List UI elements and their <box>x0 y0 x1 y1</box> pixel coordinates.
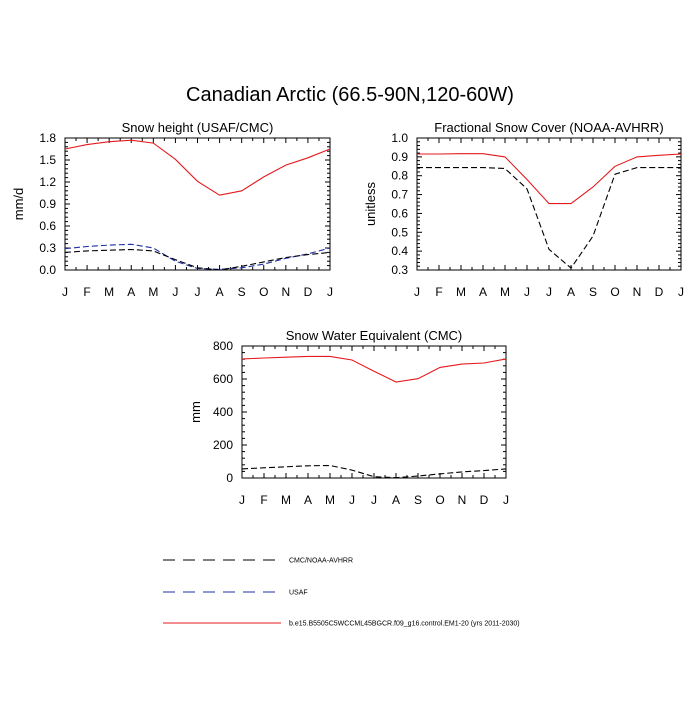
chart-title: Snow height (USAF/CMC) <box>122 120 274 135</box>
series-line-model <box>64 139 331 196</box>
series-line-model <box>241 355 507 383</box>
x-tick-label: J <box>546 285 552 299</box>
y-tick-label: 0.0 <box>39 263 56 277</box>
x-tick-label: N <box>281 285 290 299</box>
x-tick-label: O <box>610 285 619 299</box>
y-tick-label: 600 <box>213 372 233 386</box>
x-tick-label: J <box>503 493 509 507</box>
y-axis-label: unitless <box>363 181 378 226</box>
x-tick-label: O <box>259 285 268 299</box>
y-tick-label: 0.4 <box>391 244 408 258</box>
y-tick-label: 0.8 <box>391 169 408 183</box>
chart-panel-3: Snow Water Equivalent (CMC)mmJ F M A M J J A S O N… <box>188 328 509 507</box>
y-axis-label: mm <box>188 401 203 423</box>
y-tick-label: 0.7 <box>391 188 408 202</box>
x-tick-label: J <box>195 285 201 299</box>
y-axis-label: mm/d <box>11 188 26 221</box>
x-tick-label: J <box>327 285 333 299</box>
x-tick-label: N <box>633 285 642 299</box>
x-tick-label: S <box>238 285 246 299</box>
legend-item: USAF <box>163 590 308 597</box>
y-tick-label: 0 <box>226 471 233 485</box>
x-tick-label: N <box>458 493 467 507</box>
y-tick-label: 1.5 <box>39 153 56 167</box>
y-tick-label: 800 <box>213 339 233 353</box>
x-tick-label: A <box>127 285 135 299</box>
chart-panel-1: Snow height (USAF/CMC)mm/dJ F M A M J J A S O N D J0… <box>11 120 333 299</box>
x-tick-label: A <box>392 493 400 507</box>
x-tick-label: M <box>456 285 466 299</box>
series-line-model <box>417 153 682 205</box>
x-tick-label: D <box>655 285 664 299</box>
x-tick-label: A <box>479 285 487 299</box>
series-line-obs <box>64 248 331 271</box>
legend: CMC/NOAA-AVHRR USAF b.e15.B5505C5WCCML45BG… <box>163 558 520 628</box>
x-tick-label: M <box>500 285 510 299</box>
y-tick-label: 0.6 <box>391 206 408 220</box>
x-tick-label: O <box>435 493 444 507</box>
y-tick-label: 1.8 <box>39 131 56 145</box>
x-tick-label: J <box>349 493 355 507</box>
series-line-obs <box>241 464 507 479</box>
x-tick-label: F <box>83 285 90 299</box>
x-tick-label: A <box>567 285 575 299</box>
x-tick-label: A <box>304 493 312 507</box>
y-tick-label: 1.2 <box>39 175 56 189</box>
y-tick-label: 0.9 <box>391 150 408 164</box>
x-tick-label: J <box>371 493 377 507</box>
y-tick-label: 0.6 <box>39 219 56 233</box>
y-tick-label: 200 <box>213 438 233 452</box>
plot-frame <box>241 345 507 479</box>
y-tick-label: 1.0 <box>391 131 408 145</box>
legend-item: b.e15.B5505C5WCCML45BGCR.f09_g16.control… <box>163 621 520 628</box>
x-tick-label: F <box>435 285 442 299</box>
x-tick-label: A <box>216 285 224 299</box>
chart-title: Snow Water Equivalent (CMC) <box>286 328 463 343</box>
legend-item: CMC/NOAA-AVHRR <box>163 558 353 565</box>
x-tick-label: M <box>325 493 335 507</box>
x-tick-label: D <box>304 285 313 299</box>
x-tick-label: J <box>239 493 245 507</box>
legend-label: CMC/NOAA-AVHRR <box>289 558 353 565</box>
figure-title: Canadian Arctic (66.5-90N,120-60W) <box>186 84 514 106</box>
y-tick-label: 0.3 <box>391 263 408 277</box>
x-tick-label: M <box>104 285 114 299</box>
x-tick-label: F <box>260 493 267 507</box>
y-tick-label: 0.5 <box>391 225 408 239</box>
y-tick-label: 0.9 <box>39 197 56 211</box>
x-tick-label: J <box>172 285 178 299</box>
legend-label: b.e15.B5505C5WCCML45BGCR.f09_g16.control… <box>289 621 520 628</box>
x-tick-label: J <box>62 285 68 299</box>
x-tick-label: J <box>414 285 420 299</box>
chart-panel-2: Fractional Snow Cover (NOAA-AVHRR) unitle… <box>363 120 684 299</box>
y-tick-label: 0.3 <box>39 241 56 255</box>
x-tick-label: M <box>281 493 291 507</box>
x-tick-label: J <box>524 285 530 299</box>
series-line-obs <box>417 167 681 269</box>
y-tick-label: 400 <box>213 405 233 419</box>
x-tick-label: J <box>678 285 684 299</box>
series-line-usaf <box>64 243 331 270</box>
x-tick-label: M <box>148 285 158 299</box>
legend-label: USAF <box>289 590 308 597</box>
x-tick-label: D <box>480 493 489 507</box>
x-tick-label: S <box>589 285 597 299</box>
x-tick-label: S <box>414 493 422 507</box>
chart-title: Fractional Snow Cover (NOAA-AVHRR) <box>434 120 663 135</box>
